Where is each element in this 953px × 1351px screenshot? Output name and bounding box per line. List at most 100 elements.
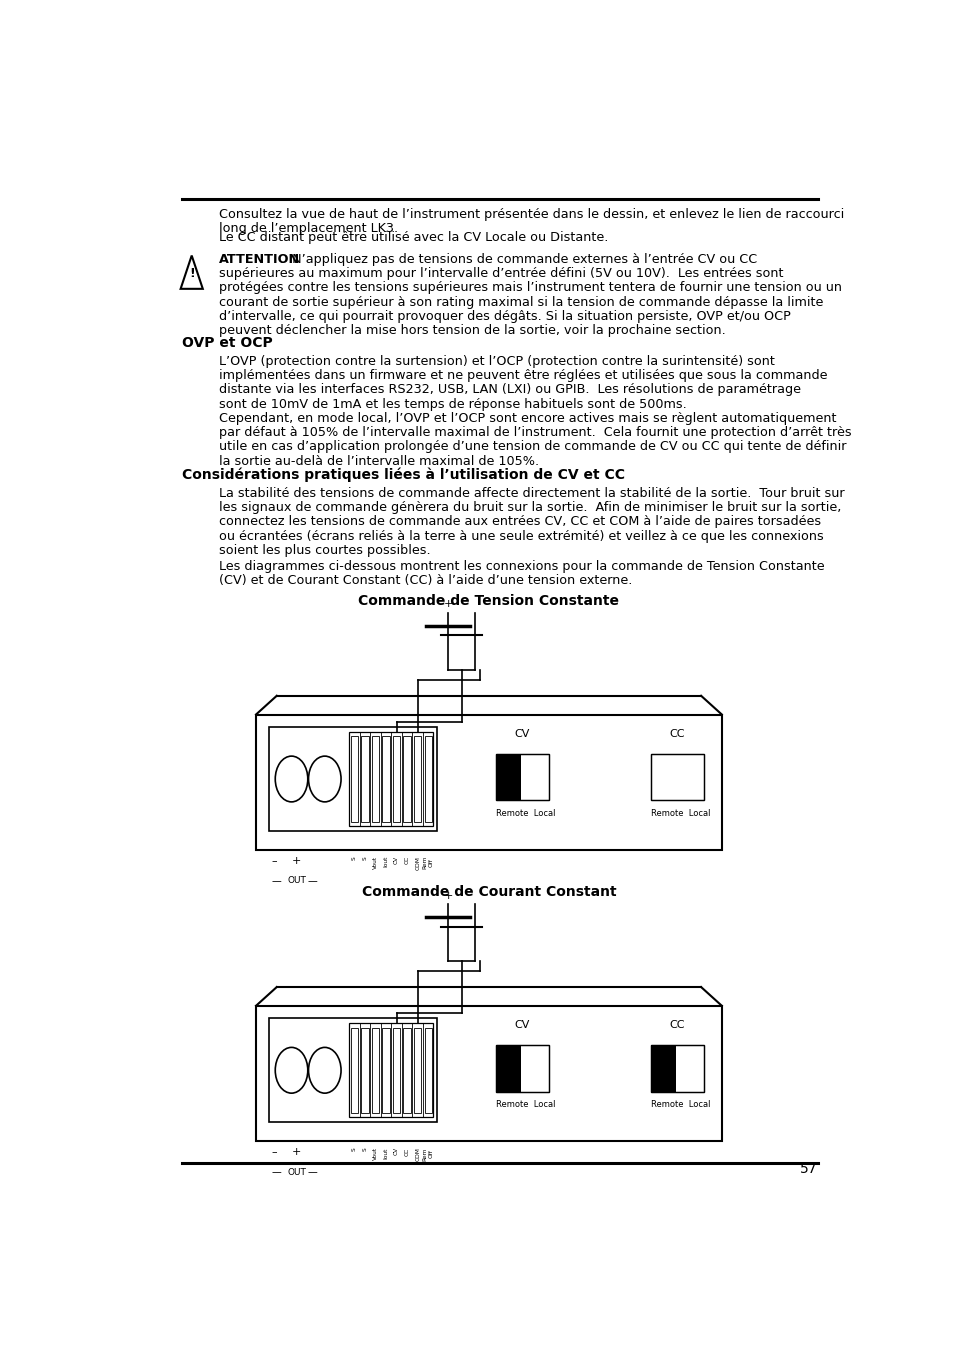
Text: CC: CC [669, 730, 684, 739]
Bar [382, 736, 390, 821]
Bar [495, 754, 520, 800]
Text: ATTENTION: ATTENTION [219, 253, 300, 266]
Text: +: + [292, 857, 300, 866]
Text: Remote  Local: Remote Local [495, 1100, 555, 1109]
Text: +: + [443, 600, 453, 609]
Text: CV: CV [514, 1020, 529, 1031]
Bar [255, 1005, 721, 1142]
Text: !: ! [189, 267, 194, 280]
Bar [372, 736, 378, 821]
Text: implémentées dans un firmware et ne peuvent être réglées et utilisées que sous l: implémentées dans un firmware et ne peuv… [219, 369, 826, 382]
Text: utile en cas d’application prolongée d’une tension de commande de CV ou CC qui t: utile en cas d’application prolongée d’u… [219, 440, 845, 454]
Bar [403, 1028, 411, 1113]
Text: .  N’appliquez pas de tensions de commande externes à l’entrée CV ou CC: . N’appliquez pas de tensions de command… [279, 253, 756, 266]
Text: ou écrantées (écrans reliés à la terre à une seule extrémité) et veillez à ce qu: ou écrantées (écrans reliés à la terre à… [219, 530, 823, 543]
Bar [255, 715, 721, 850]
Text: S: S [352, 857, 356, 859]
Bar [372, 1028, 378, 1113]
Text: –: – [272, 1147, 277, 1158]
Text: L’OVP (protection contre la surtension) et l’OCP (protection contre la surintens: L’OVP (protection contre la surtension) … [219, 354, 774, 367]
Text: Les diagrammes ci-dessous montrent les connexions pour la commande de Tension Co: Les diagrammes ci-dessous montrent les c… [219, 559, 823, 573]
Text: Remote  Local: Remote Local [495, 809, 555, 817]
Text: long de l’emplacement LK3.: long de l’emplacement LK3. [219, 223, 397, 235]
Text: –: – [272, 857, 277, 866]
Text: Remote  Local: Remote Local [650, 1100, 710, 1109]
Text: Vout: Vout [373, 857, 377, 869]
Bar [495, 1044, 548, 1092]
Bar [269, 1019, 436, 1123]
Text: —: — [272, 1167, 281, 1177]
Bar [650, 1044, 703, 1092]
Text: CV: CV [514, 730, 529, 739]
Text: Iout: Iout [383, 857, 388, 867]
Text: Vout: Vout [373, 1147, 377, 1161]
Text: CC: CC [669, 1020, 684, 1031]
Text: Consultez la vue de haut de l’instrument présentée dans le dessin, et enlevez le: Consultez la vue de haut de l’instrument… [219, 208, 843, 222]
Text: —: — [308, 875, 317, 886]
Bar [382, 1028, 390, 1113]
Text: (CV) et de Courant Constant (CC) à l’aide d’une tension externe.: (CV) et de Courant Constant (CC) à l’aid… [219, 574, 632, 586]
Text: la sortie au-delà de l’intervalle maximal de 105%.: la sortie au-delà de l’intervalle maxima… [219, 455, 538, 467]
Text: S: S [362, 1147, 367, 1151]
Text: COM: COM [415, 1147, 419, 1161]
Bar [650, 1044, 676, 1092]
Text: Considérations pratiques liées à l’utilisation de CV et CC: Considérations pratiques liées à l’utili… [182, 467, 624, 482]
Text: peuvent déclencher la mise hors tension de la sortie, voir la prochaine section.: peuvent déclencher la mise hors tension … [219, 324, 725, 338]
Text: La stabilité des tensions de commande affecte directement la stabilité de la sor: La stabilité des tensions de commande af… [219, 486, 843, 500]
Text: d’intervalle, ce qui pourrait provoquer des dégâts. Si la situation persiste, OV: d’intervalle, ce qui pourrait provoquer … [219, 309, 790, 323]
Bar [351, 1028, 357, 1113]
Text: soient les plus courtes possibles.: soient les plus courtes possibles. [219, 544, 430, 557]
Bar [361, 736, 368, 821]
Text: 57: 57 [800, 1162, 817, 1177]
Bar [495, 1044, 520, 1092]
Text: les signaux de commande génèrera du bruit sur la sortie.  Afin de minimiser le b: les signaux de commande génèrera du brui… [219, 501, 841, 513]
Bar [650, 1044, 703, 1092]
Bar [414, 1028, 421, 1113]
Text: supérieures au maximum pour l’intervalle d’entrée défini (5V ou 10V).  Les entré: supérieures au maximum pour l’intervalle… [219, 267, 782, 280]
Text: CC: CC [404, 857, 409, 865]
Text: S: S [362, 857, 367, 859]
Text: Commande de Courant Constant: Commande de Courant Constant [361, 885, 616, 900]
Text: distante via les interfaces RS232, USB, LAN (LXI) ou GPIB.  Les résolutions de p: distante via les interfaces RS232, USB, … [219, 384, 801, 396]
Bar [495, 1044, 548, 1092]
Bar [403, 736, 411, 821]
Bar [349, 1024, 433, 1117]
Text: OUT: OUT [288, 1167, 306, 1177]
Bar [495, 754, 548, 800]
Bar [424, 736, 432, 821]
Text: +: + [292, 1147, 300, 1158]
Bar [650, 754, 703, 800]
Text: Commande de Tension Constante: Commande de Tension Constante [358, 594, 618, 608]
Text: Rem
Off: Rem Off [422, 857, 434, 869]
Bar [361, 1028, 368, 1113]
Text: +: + [443, 890, 453, 901]
Text: CV: CV [394, 857, 398, 865]
Text: CC: CC [404, 1147, 409, 1155]
Text: Iout: Iout [383, 1147, 388, 1159]
Bar [414, 736, 421, 821]
Bar [269, 727, 436, 831]
Text: par défaut à 105% de l’intervalle maximal de l’instrument.  Cela fournit une pro: par défaut à 105% de l’intervalle maxima… [219, 426, 851, 439]
Text: courant de sortie supérieur à son rating maximal si la tension de commande dépas: courant de sortie supérieur à son rating… [219, 296, 822, 308]
Text: Le CC distant peut être utilisé avec la CV Locale ou Distante.: Le CC distant peut être utilisé avec la … [219, 231, 608, 243]
Text: CV: CV [394, 1147, 398, 1155]
Bar [650, 754, 703, 800]
Text: Remote  Local: Remote Local [650, 809, 710, 817]
Text: OVP et OCP: OVP et OCP [182, 336, 273, 350]
Text: OUT: OUT [288, 877, 306, 885]
Text: connectez les tensions de commande aux entrées CV, CC et COM à l’aide de paires : connectez les tensions de commande aux e… [219, 515, 821, 528]
Bar [393, 1028, 400, 1113]
Bar [351, 736, 357, 821]
Text: —: — [272, 875, 281, 886]
Text: —: — [308, 1167, 317, 1177]
Bar [349, 732, 433, 825]
Bar [393, 736, 400, 821]
Bar [495, 754, 548, 800]
Text: Cependant, en mode local, l’OVP et l’OCP sont encore actives mais se règlent aut: Cependant, en mode local, l’OVP et l’OCP… [219, 412, 836, 424]
Text: Rem
Off: Rem Off [422, 1147, 434, 1161]
Text: sont de 10mV de 1mA et les temps de réponse habituels sont de 500ms.: sont de 10mV de 1mA et les temps de répo… [219, 397, 686, 411]
Text: protégées contre les tensions supérieures mais l’instrument tentera de fournir u: protégées contre les tensions supérieure… [219, 281, 841, 295]
Text: COM: COM [415, 857, 419, 870]
Text: S: S [352, 1147, 356, 1151]
Bar [424, 1028, 432, 1113]
